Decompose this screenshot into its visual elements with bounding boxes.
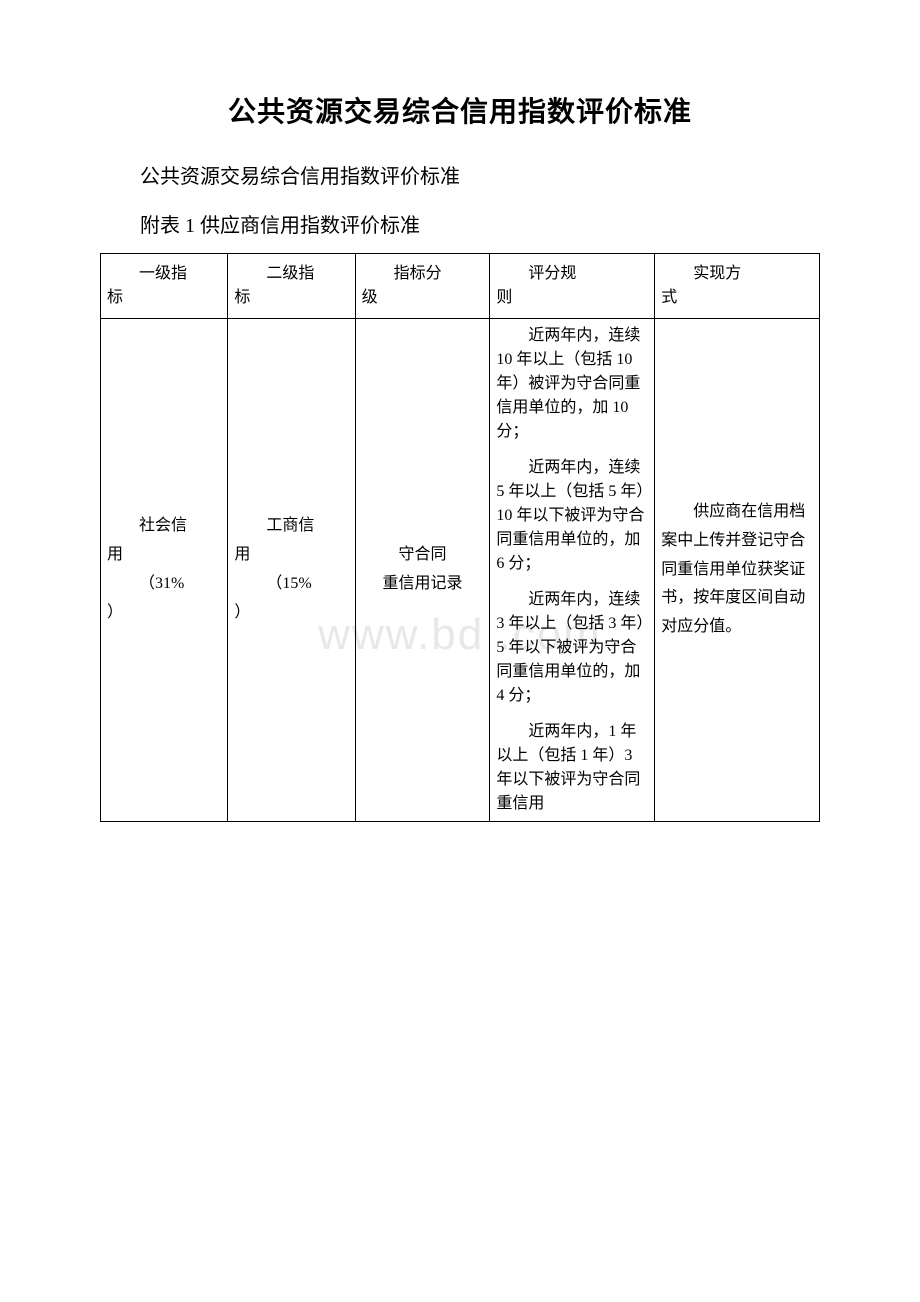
header-text: 则 — [496, 289, 512, 306]
cell-text: 重信用记录 — [362, 570, 484, 599]
attachment-label: 附表 1 供应商信用指数评价标准 — [100, 209, 820, 238]
header-text: 实现方 — [661, 262, 813, 286]
cell-text: 用 — [234, 541, 348, 570]
cell-text: 用 — [107, 541, 221, 570]
cell-text: （31% — [107, 570, 221, 599]
header-text: 评分规 — [496, 262, 648, 286]
table-row: 社会信 用 （31% ） 工商信 用 （15% ） 守合同 重信用记录 近两年内… — [101, 319, 820, 822]
page-title: 公共资源交易综合信用指数评价标准 — [100, 90, 820, 130]
header-level3: 指标分 级 — [355, 254, 490, 319]
header-text: 标 — [234, 289, 250, 306]
header-text: 级 — [362, 289, 378, 306]
cell-text: ） — [234, 599, 348, 628]
header-method: 实现方 式 — [655, 254, 820, 319]
rule-text: 近两年内，连续 3 年以上（包括 3 年）5 年以下被评为守合同重信用单位的，加… — [496, 588, 648, 708]
document-content: 公共资源交易综合信用指数评价标准 公共资源交易综合信用指数评价标准 附表 1 供… — [100, 90, 820, 822]
cell-rules: 近两年内，连续 10 年以上（包括 10 年）被评为守合同重信用单位的，加 10… — [490, 319, 655, 822]
cell-text: 供应商在信用档案中上传并登记守合同重信用单位获奖证书，按年度区间自动对应分值。 — [661, 498, 813, 642]
header-text: 一级指 — [107, 262, 221, 286]
rule-text: 近两年内，1 年以上（包括 1 年）3 年以下被评为守合同重信用 — [496, 720, 648, 816]
cell-level1: 社会信 用 （31% ） — [101, 319, 228, 822]
rule-text: 近两年内，连续 5 年以上（包括 5 年）10 年以下被评为守合同重信用单位的，… — [496, 456, 648, 576]
evaluation-table: 一级指 标 二级指 标 指标分 级 评分规 则 实现方 式 社会信 — [100, 253, 820, 822]
table-header-row: 一级指 标 二级指 标 指标分 级 评分规 则 实现方 式 — [101, 254, 820, 319]
cell-text: 工商信 — [234, 512, 348, 541]
header-level1: 一级指 标 — [101, 254, 228, 319]
subtitle-text: 公共资源交易综合信用指数评价标准 — [100, 160, 820, 189]
header-text: 标 — [107, 289, 123, 306]
cell-level3: 守合同 重信用记录 — [355, 319, 490, 822]
cell-method: 供应商在信用档案中上传并登记守合同重信用单位获奖证书，按年度区间自动对应分值。 — [655, 319, 820, 822]
cell-text: 社会信 — [107, 512, 221, 541]
cell-text: （15% — [234, 570, 348, 599]
rule-text: 近两年内，连续 10 年以上（包括 10 年）被评为守合同重信用单位的，加 10… — [496, 324, 648, 444]
header-text: 二级指 — [234, 262, 348, 286]
header-level2: 二级指 标 — [228, 254, 355, 319]
cell-text: ） — [107, 599, 221, 628]
cell-text: 守合同 — [362, 541, 484, 570]
cell-level2: 工商信 用 （15% ） — [228, 319, 355, 822]
header-rules: 评分规 则 — [490, 254, 655, 319]
header-text: 式 — [661, 289, 677, 306]
header-text: 指标分 — [362, 262, 484, 286]
